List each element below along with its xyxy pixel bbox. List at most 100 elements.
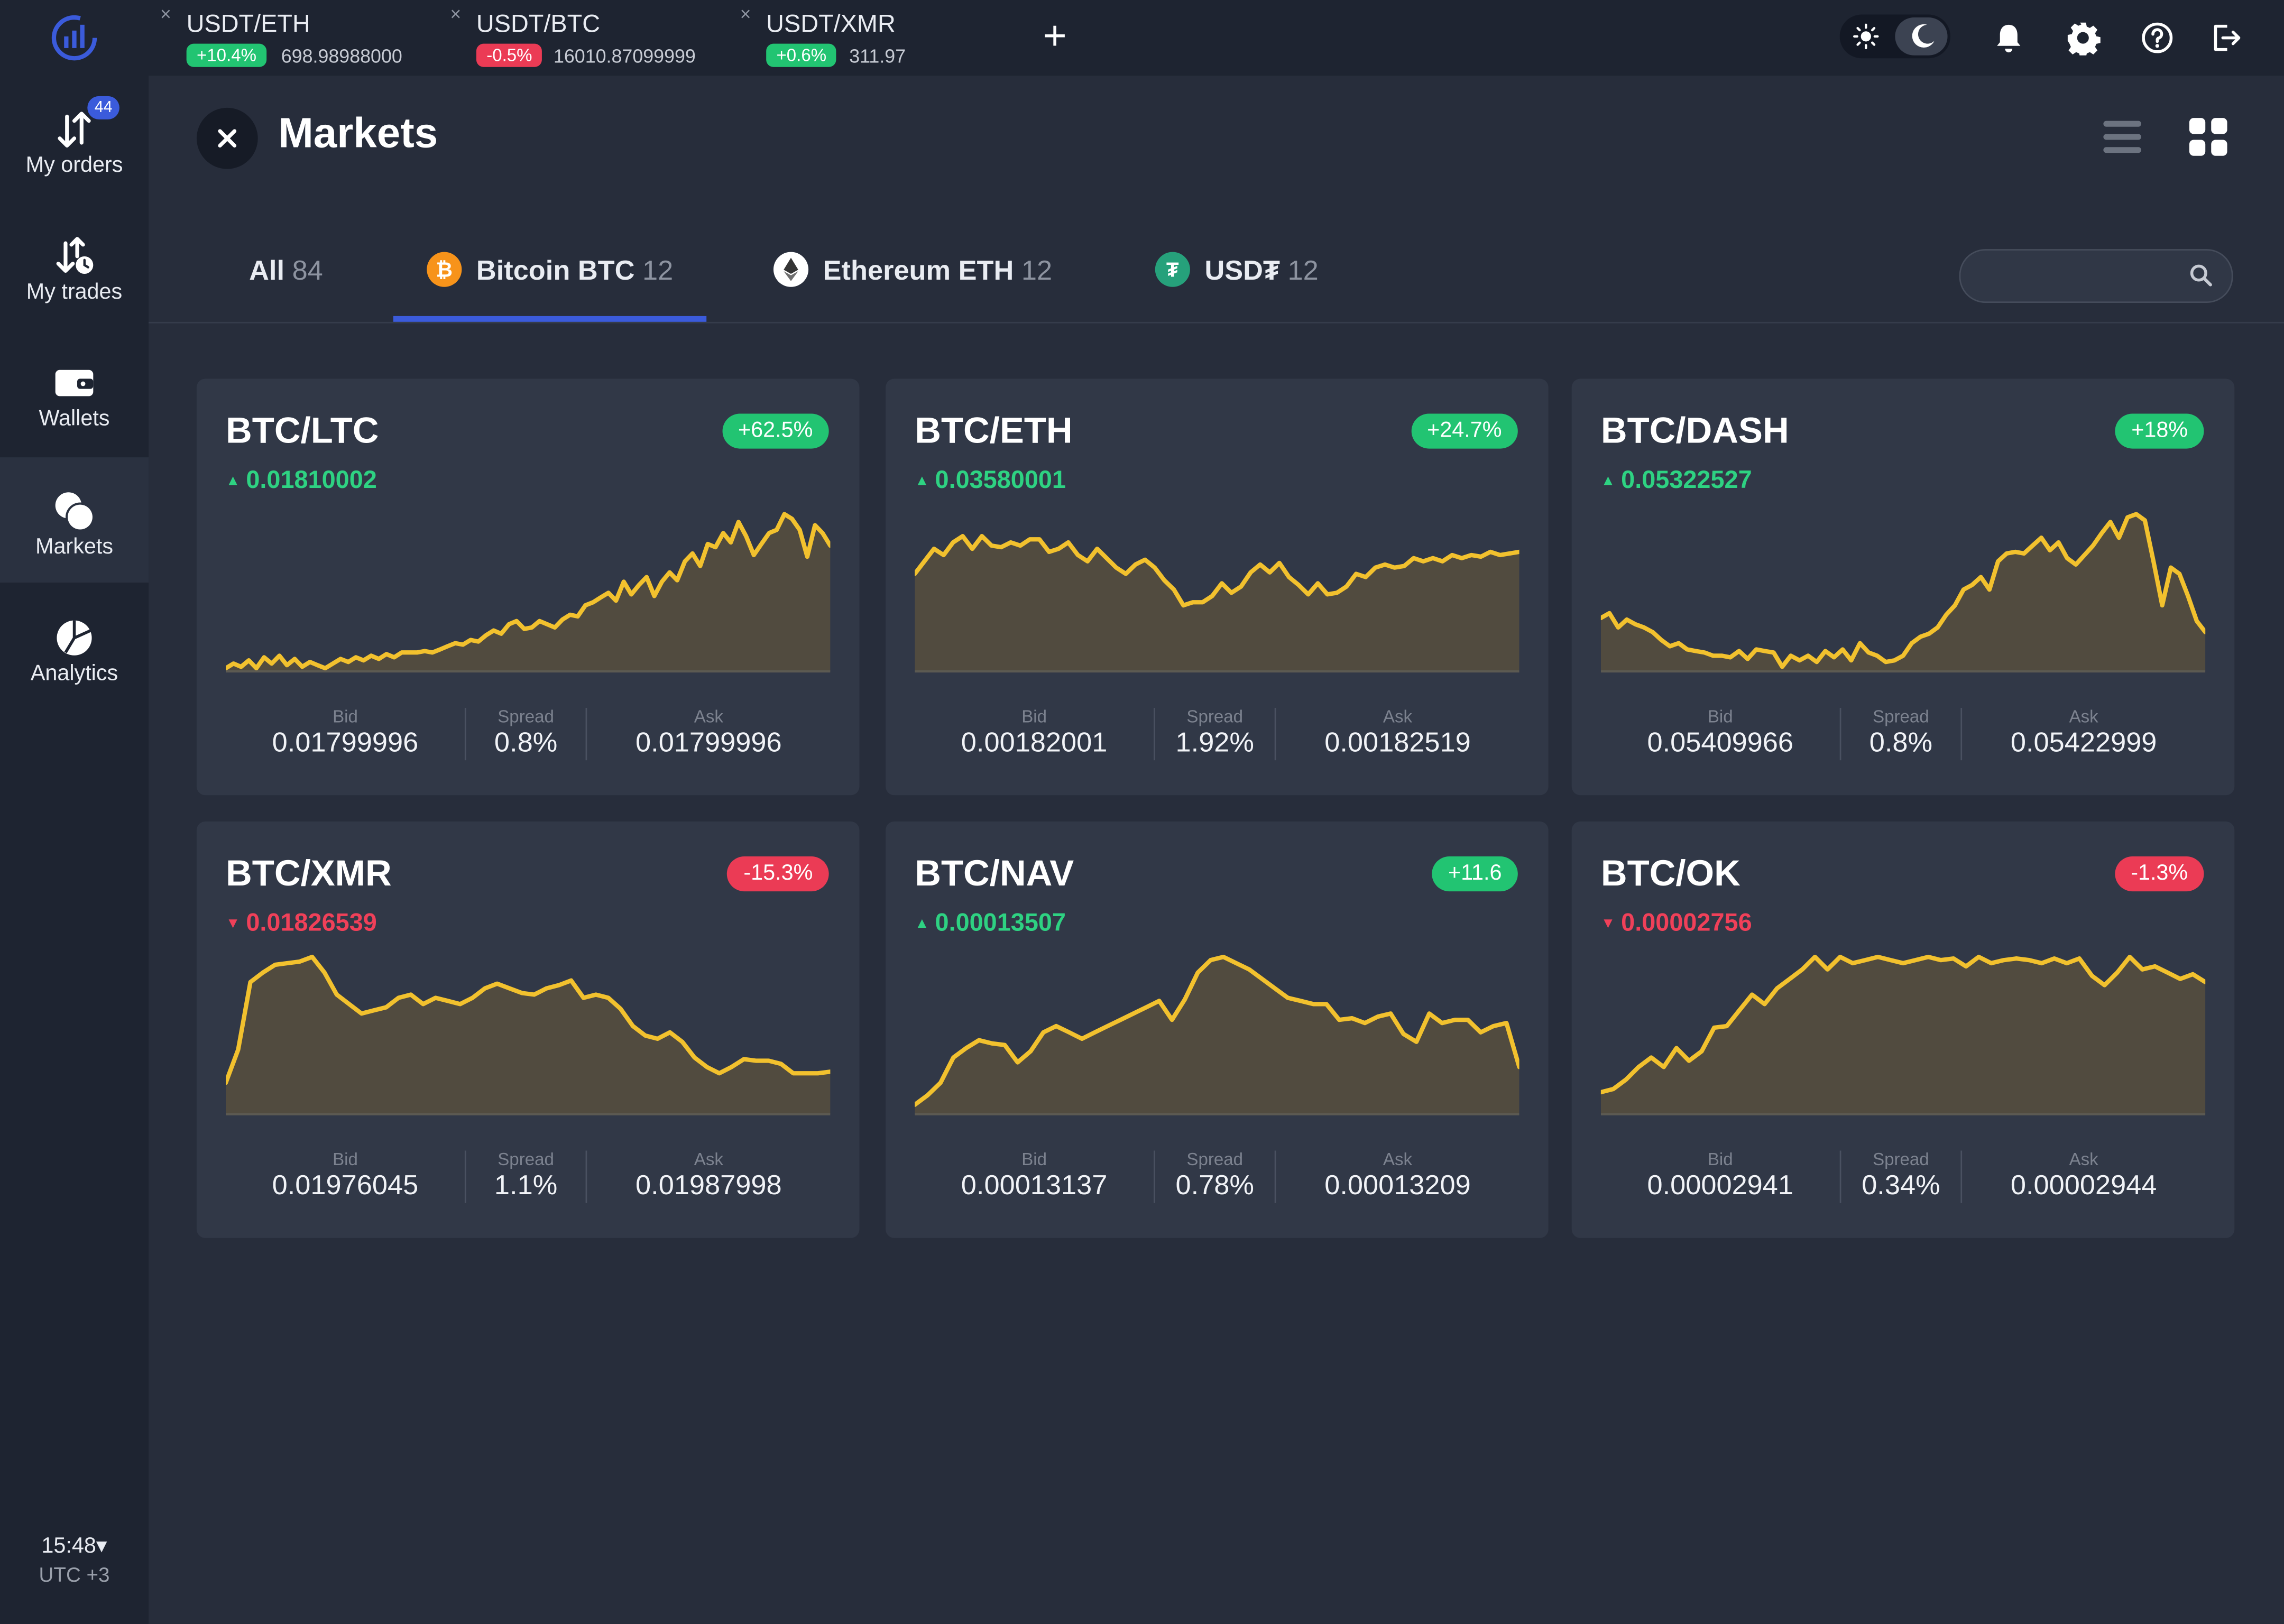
tab-tether[interactable]: ₮ USD₮ 12 bbox=[1155, 252, 1319, 317]
ask-stat: Ask 0.00013209 bbox=[1277, 1149, 1518, 1203]
ask-stat: Ask 0.01987998 bbox=[588, 1149, 829, 1203]
clock-time[interactable]: 15:48▾ bbox=[41, 1534, 107, 1558]
ticker-price: 16010.87099999 bbox=[553, 45, 696, 67]
sparkline-area bbox=[226, 514, 831, 672]
sparkline-line bbox=[915, 954, 1519, 1107]
moon-icon[interactable] bbox=[1908, 22, 1937, 51]
stat-divider bbox=[1960, 1150, 1963, 1203]
logout-icon[interactable] bbox=[2208, 21, 2243, 56]
sparkline-area bbox=[226, 957, 831, 1114]
stat-divider bbox=[1154, 1150, 1155, 1203]
ticker-tab[interactable]: × USDT/XMR +0.6% 311.97 bbox=[740, 0, 1014, 76]
sidebar-item-my-orders[interactable]: 44 My orders bbox=[0, 76, 149, 201]
ticker-change-badge: -0.5% bbox=[476, 43, 542, 67]
ask-stat: Ask 0.01799996 bbox=[588, 706, 829, 760]
ticker-tab[interactable]: × USDT/ETH +10.4% 698.98988000 bbox=[160, 0, 434, 76]
spread-label: Spread bbox=[1873, 706, 1929, 727]
market-pair: BTC/LTC bbox=[226, 410, 379, 452]
tab-count: 12 bbox=[1021, 256, 1053, 287]
last-price: ▲ 0.03580001 bbox=[915, 466, 1066, 495]
markets-icon bbox=[55, 492, 95, 532]
sidebar-item-wallets[interactable]: Wallets bbox=[0, 329, 149, 455]
help-icon[interactable] bbox=[2140, 21, 2175, 56]
market-pair: BTC/XMR bbox=[226, 853, 392, 894]
bid-label: Bid bbox=[333, 706, 358, 727]
ticker-pair: USDT/BTC bbox=[476, 10, 601, 38]
close-ticker-icon[interactable]: × bbox=[450, 3, 462, 25]
search-icon[interactable] bbox=[2189, 264, 2213, 287]
bid-stat: Bid 0.05409966 bbox=[1604, 706, 1837, 760]
tab-all[interactable]: All 84 bbox=[249, 253, 323, 317]
close-panel-button[interactable] bbox=[196, 107, 258, 169]
spread-label: Spread bbox=[498, 1149, 554, 1170]
sparkline-line bbox=[226, 512, 831, 671]
last-price-value: 0.00002756 bbox=[1621, 909, 1752, 937]
ticker-price: 311.97 bbox=[849, 45, 906, 67]
market-search[interactable] bbox=[1959, 249, 2233, 303]
ask-stat: Ask 0.05422999 bbox=[1964, 706, 2204, 760]
price-sparkline bbox=[1600, 512, 2206, 673]
spread-stat: Spread 0.78% bbox=[1157, 1149, 1273, 1203]
price-sparkline bbox=[915, 954, 1519, 1115]
grid-view-icon[interactable] bbox=[2188, 116, 2228, 157]
tab-ethereum[interactable]: Ethereum ETH 12 bbox=[773, 252, 1053, 317]
notifications-bell-icon[interactable] bbox=[1991, 21, 2026, 56]
tab-count: 12 bbox=[642, 256, 674, 287]
ticker-tab[interactable]: × USDT/BTC -0.5% 16010.87099999 bbox=[450, 0, 724, 76]
close-ticker-icon[interactable]: × bbox=[740, 3, 751, 25]
bid-label: Bid bbox=[1021, 1149, 1047, 1170]
change-badge: +11.6 bbox=[1432, 856, 1518, 892]
ticker-price: 698.98988000 bbox=[281, 45, 402, 67]
stat-divider bbox=[1839, 1150, 1841, 1203]
sidebar: 44 My orders My trades Wallets bbox=[0, 76, 149, 1624]
sidebar-item-analytics[interactable]: Analytics bbox=[0, 584, 149, 709]
market-pair: BTC/ETH bbox=[915, 410, 1073, 452]
spread-value: 0.34% bbox=[1862, 1171, 1940, 1202]
ticker-change-badge: +0.6% bbox=[766, 43, 837, 67]
market-card[interactable]: BTC/ETH +24.7% ▲ 0.03580001 Bid 0.00182001 Spr… bbox=[886, 379, 1549, 796]
market-card[interactable]: BTC/OK -1.3% ▼ 0.00002756 Bid 0.00002941 Sprea… bbox=[1571, 821, 2235, 1238]
market-card[interactable]: BTC/DASH +18% ▲ 0.05322527 Bid 0.05409966 Spre… bbox=[1571, 379, 2235, 796]
change-badge: +24.7% bbox=[1411, 413, 1518, 449]
triangle-up-icon: ▲ bbox=[915, 916, 929, 933]
add-ticker-button[interactable]: + bbox=[1043, 13, 1067, 59]
sidebar-item-label: My orders bbox=[25, 153, 123, 178]
ticker-change-badge: +10.4% bbox=[186, 43, 267, 67]
bid-stat: Bid 0.01976045 bbox=[229, 1149, 462, 1203]
tab-label: Ethereum ETH bbox=[823, 256, 1014, 287]
active-tab-indicator bbox=[393, 316, 707, 322]
search-input[interactable] bbox=[1978, 259, 2188, 294]
price-sparkline bbox=[1600, 954, 2206, 1115]
sparkline-line bbox=[1600, 954, 2206, 1095]
spread-label: Spread bbox=[1186, 706, 1244, 727]
analytics-icon bbox=[57, 620, 92, 656]
tab-bitcoin[interactable]: ₿ Bitcoin BTC 12 bbox=[427, 252, 674, 317]
sidebar-item-my-trades[interactable]: My trades bbox=[0, 202, 149, 328]
spread-stat: Spread 0.8% bbox=[1843, 706, 1959, 760]
stat-divider bbox=[1154, 707, 1155, 761]
ask-label: Ask bbox=[694, 706, 723, 727]
sun-icon[interactable] bbox=[1853, 23, 1879, 50]
bid-stat: Bid 0.00002941 bbox=[1604, 1149, 1837, 1203]
page-title: Markets bbox=[278, 110, 438, 158]
orders-icon bbox=[58, 112, 91, 148]
triangle-up-icon: ▲ bbox=[226, 473, 241, 490]
settings-gear-icon[interactable] bbox=[2066, 21, 2101, 56]
ask-value: 0.00182519 bbox=[1324, 728, 1471, 759]
ethereum-icon bbox=[773, 252, 809, 287]
ticker-pair: USDT/XMR bbox=[766, 10, 896, 38]
list-view-icon[interactable] bbox=[2102, 116, 2143, 157]
app-logo[interactable] bbox=[48, 12, 100, 64]
market-card[interactable]: BTC/NAV +11.6 ▲ 0.00013507 Bid 0.00013137 Spre… bbox=[886, 821, 1549, 1238]
last-price-value: 0.00013507 bbox=[935, 909, 1066, 937]
ticker-pair: USDT/ETH bbox=[186, 10, 310, 38]
sparkline-area bbox=[1600, 514, 2206, 672]
bid-label: Bid bbox=[1707, 706, 1733, 727]
theme-toggle[interactable] bbox=[1839, 14, 1951, 59]
market-card[interactable]: BTC/LTC +62.5% ▲ 0.01810002 Bid 0.01799996 Spr… bbox=[196, 379, 860, 796]
market-card[interactable]: BTC/XMR -15.3% ▼ 0.01826539 Bid 0.01976045 Spr… bbox=[196, 821, 860, 1238]
close-ticker-icon[interactable]: × bbox=[160, 3, 171, 25]
stat-divider bbox=[585, 1150, 587, 1203]
change-badge: -15.3% bbox=[727, 856, 829, 892]
sidebar-item-markets[interactable]: Markets bbox=[0, 457, 149, 583]
